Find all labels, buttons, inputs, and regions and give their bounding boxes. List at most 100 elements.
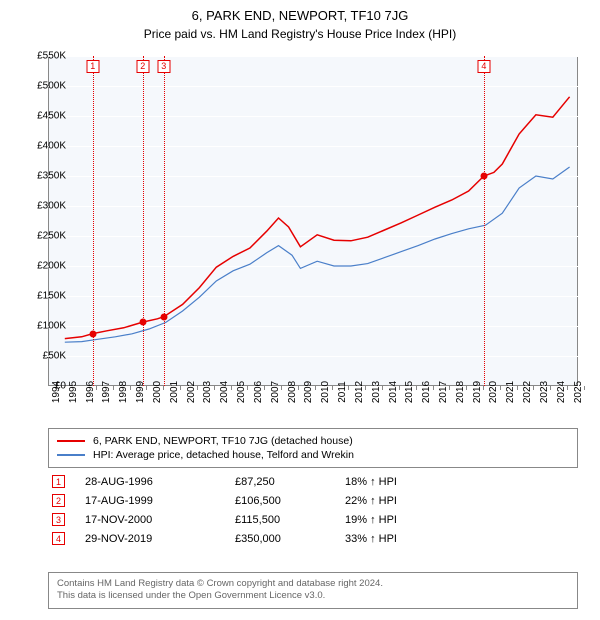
xtick-mark (214, 386, 215, 390)
xtick-mark (298, 386, 299, 390)
sales-row: 429-NOV-2019£350,00033% ↑ HPI (48, 529, 578, 548)
ytick-label: £50K (26, 351, 66, 362)
xtick-mark (113, 386, 114, 390)
xtick-mark (550, 386, 551, 390)
xtick-mark (449, 386, 450, 390)
sale-marker: 3 (157, 60, 170, 73)
xtick-mark (533, 386, 534, 390)
xtick-label: 2011 (337, 381, 348, 403)
legend-label: HPI: Average price, detached house, Telf… (93, 449, 354, 461)
legend-entry: 6, PARK END, NEWPORT, TF10 7JG (detached… (57, 434, 569, 448)
xtick-mark (348, 386, 349, 390)
sale-dot (160, 313, 167, 320)
xtick-label: 2002 (186, 381, 197, 403)
sale-price: £87,250 (235, 476, 345, 488)
xtick-mark (264, 386, 265, 390)
ytick-label: £450K (26, 111, 66, 122)
xtick-mark (382, 386, 383, 390)
xtick-mark (197, 386, 198, 390)
sale-index: 4 (52, 532, 65, 545)
sale-marker: 1 (86, 60, 99, 73)
ytick-label: £550K (26, 51, 66, 62)
xtick-label: 2020 (488, 381, 499, 403)
sales-row: 217-AUG-1999£106,50022% ↑ HPI (48, 491, 578, 510)
ytick-label: £350K (26, 171, 66, 182)
xtick-label: 2012 (354, 381, 365, 403)
xtick-mark (466, 386, 467, 390)
xtick-label: 2023 (539, 381, 550, 403)
xtick-label: 2005 (236, 381, 247, 403)
xtick-label: 2007 (270, 381, 281, 403)
sale-price: £350,000 (235, 533, 345, 545)
xtick-label: 2015 (404, 381, 415, 403)
xtick-label: 2008 (287, 381, 298, 403)
legend-entry: HPI: Average price, detached house, Telf… (57, 448, 569, 462)
footer-line: This data is licensed under the Open Gov… (57, 590, 569, 602)
xtick-label: 1996 (85, 381, 96, 403)
legend-label: 6, PARK END, NEWPORT, TF10 7JG (detached… (93, 435, 353, 447)
xtick-label: 2025 (573, 381, 584, 403)
sale-dot (480, 173, 487, 180)
sales-table: 128-AUG-1996£87,25018% ↑ HPI217-AUG-1999… (48, 472, 578, 548)
xtick-mark (96, 386, 97, 390)
xtick-mark (163, 386, 164, 390)
xtick-label: 2014 (388, 381, 399, 403)
sale-date: 17-NOV-2000 (85, 514, 235, 526)
xtick-mark (483, 386, 484, 390)
xtick-mark (416, 386, 417, 390)
series-line-hpi (65, 167, 570, 342)
xtick-label: 2006 (253, 381, 264, 403)
sale-index: 2 (52, 494, 65, 507)
ytick-label: £200K (26, 261, 66, 272)
sale-pct: 18% ↑ HPI (345, 476, 465, 488)
xtick-mark (315, 386, 316, 390)
xtick-label: 2022 (522, 381, 533, 403)
xtick-mark (247, 386, 248, 390)
ytick-label: £150K (26, 291, 66, 302)
xtick-label: 2013 (371, 381, 382, 403)
xtick-label: 2009 (303, 381, 314, 403)
xtick-label: 2010 (320, 381, 331, 403)
xtick-label: 2018 (455, 381, 466, 403)
ytick-label: £250K (26, 231, 66, 242)
xtick-mark (332, 386, 333, 390)
xtick-label: 2017 (438, 381, 449, 403)
xtick-label: 2016 (421, 381, 432, 403)
sale-date: 28-AUG-1996 (85, 476, 235, 488)
xtick-label: 1999 (135, 381, 146, 403)
xtick-mark (433, 386, 434, 390)
xtick-label: 2019 (472, 381, 483, 403)
xtick-label: 2021 (505, 381, 516, 403)
footer-line: Contains HM Land Registry data © Crown c… (57, 578, 569, 590)
chart-title: 6, PARK END, NEWPORT, TF10 7JG (0, 0, 600, 23)
ytick-label: £100K (26, 321, 66, 332)
series-line-property (65, 97, 570, 339)
xtick-label: 1998 (118, 381, 129, 403)
sale-dot (139, 319, 146, 326)
xtick-mark (365, 386, 366, 390)
xtick-mark (231, 386, 232, 390)
ytick-label: £500K (26, 81, 66, 92)
xtick-label: 1995 (68, 381, 79, 403)
xtick-label: 2000 (152, 381, 163, 403)
sale-price: £115,500 (235, 514, 345, 526)
sale-vline (484, 56, 485, 386)
xtick-label: 2024 (556, 381, 567, 403)
sale-vline (164, 56, 165, 386)
line-series (48, 56, 578, 386)
sale-marker: 2 (136, 60, 149, 73)
sale-index: 1 (52, 475, 65, 488)
footer-attribution: Contains HM Land Registry data © Crown c… (48, 572, 578, 609)
legend-swatch (57, 440, 85, 442)
sales-row: 317-NOV-2000£115,50019% ↑ HPI (48, 510, 578, 529)
sale-vline (143, 56, 144, 386)
xtick-label: 2003 (202, 381, 213, 403)
plot-area: 1234 (48, 56, 578, 386)
chart-subtitle: Price paid vs. HM Land Registry's House … (0, 23, 600, 41)
chart-container: 6, PARK END, NEWPORT, TF10 7JG Price pai… (0, 0, 600, 620)
sale-price: £106,500 (235, 495, 345, 507)
sale-pct: 22% ↑ HPI (345, 495, 465, 507)
sales-row: 1 28-AUG-1996£87,25018% ↑ HPI (48, 472, 578, 491)
ytick-label: £400K (26, 141, 66, 152)
ytick-label: £300K (26, 201, 66, 212)
